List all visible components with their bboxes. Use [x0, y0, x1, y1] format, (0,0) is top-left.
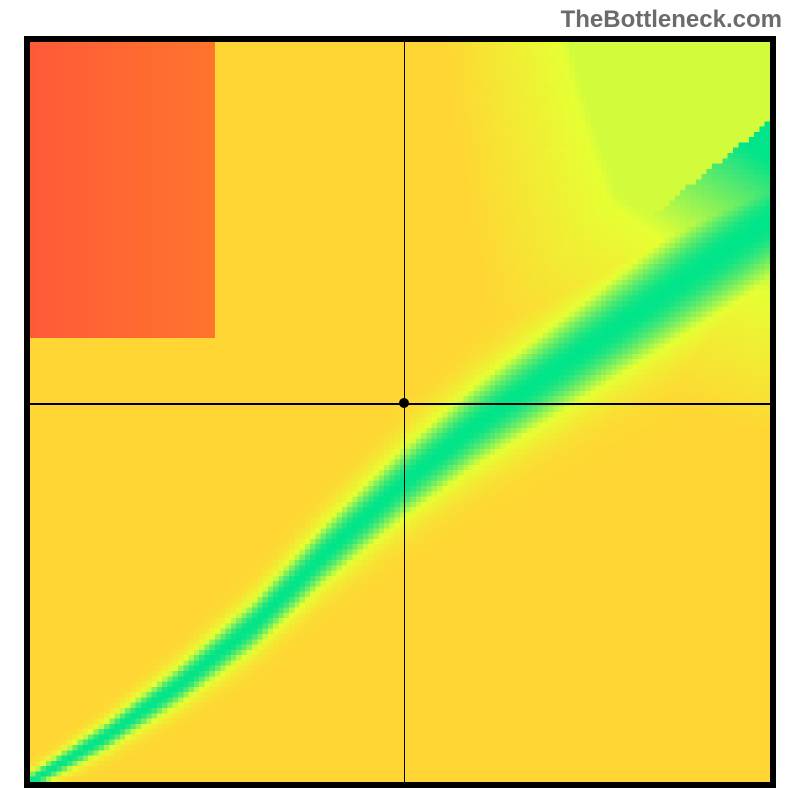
crosshair-marker — [399, 398, 409, 408]
watermark-text: TheBottleneck.com — [561, 6, 782, 34]
plot-frame — [24, 36, 776, 788]
heatmap-canvas — [30, 42, 770, 782]
chart-container: TheBottleneck.com — [0, 0, 800, 800]
crosshair-vertical — [404, 42, 406, 782]
